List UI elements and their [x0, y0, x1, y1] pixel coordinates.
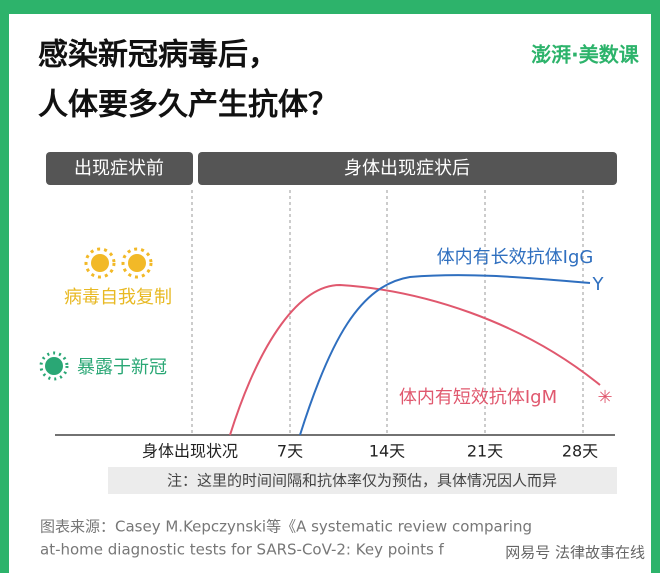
igg-curve — [299, 274, 591, 436]
antibody-icon: ✳ — [597, 387, 612, 408]
phase-label: 出现症状前 — [74, 158, 164, 179]
source-line: at-home diagnostic tests for SARS-CoV-2:… — [40, 541, 445, 559]
x-label: 身体出现状况 — [142, 442, 238, 461]
watermark: 网易号 法律故事在线 — [505, 544, 645, 562]
replication-label: 病毒自我复制 — [64, 287, 172, 308]
x-label: 7天 — [277, 442, 303, 461]
phase-bar — [198, 152, 617, 185]
note-box — [108, 467, 617, 494]
exposure-label: 暴露于新冠 — [77, 357, 167, 378]
logo: 澎湃·美数课 — [531, 43, 640, 67]
virus-icon — [39, 351, 69, 381]
title-line: 感染新冠病毒后， — [38, 38, 278, 73]
title-line: 人体要多久产生抗体？ — [38, 88, 338, 123]
antibody-icon: Y — [592, 274, 605, 295]
phase-label: 身体出现症状后 — [344, 158, 470, 179]
note: 注：这里的时间间隔和抗体率仅为预估，具体情况因人而异 — [167, 472, 557, 490]
x-label: 21天 — [467, 442, 503, 461]
sun-icon — [84, 247, 116, 279]
sun-icon — [121, 247, 153, 279]
sun-icon — [128, 254, 146, 272]
x-label: 14天 — [369, 442, 405, 461]
igm-curve — [229, 283, 601, 436]
source-line: 图表来源：Casey M.Kepczynski等《A systematic re… — [40, 518, 532, 536]
igg-label: 体内有长效抗体IgG — [437, 247, 594, 268]
virus-icon — [45, 357, 63, 375]
sun-icon — [91, 254, 109, 272]
x-label: 28天 — [562, 442, 598, 461]
phase-bar — [46, 152, 193, 185]
igm-label: 体内有短效抗体IgM — [399, 387, 557, 408]
